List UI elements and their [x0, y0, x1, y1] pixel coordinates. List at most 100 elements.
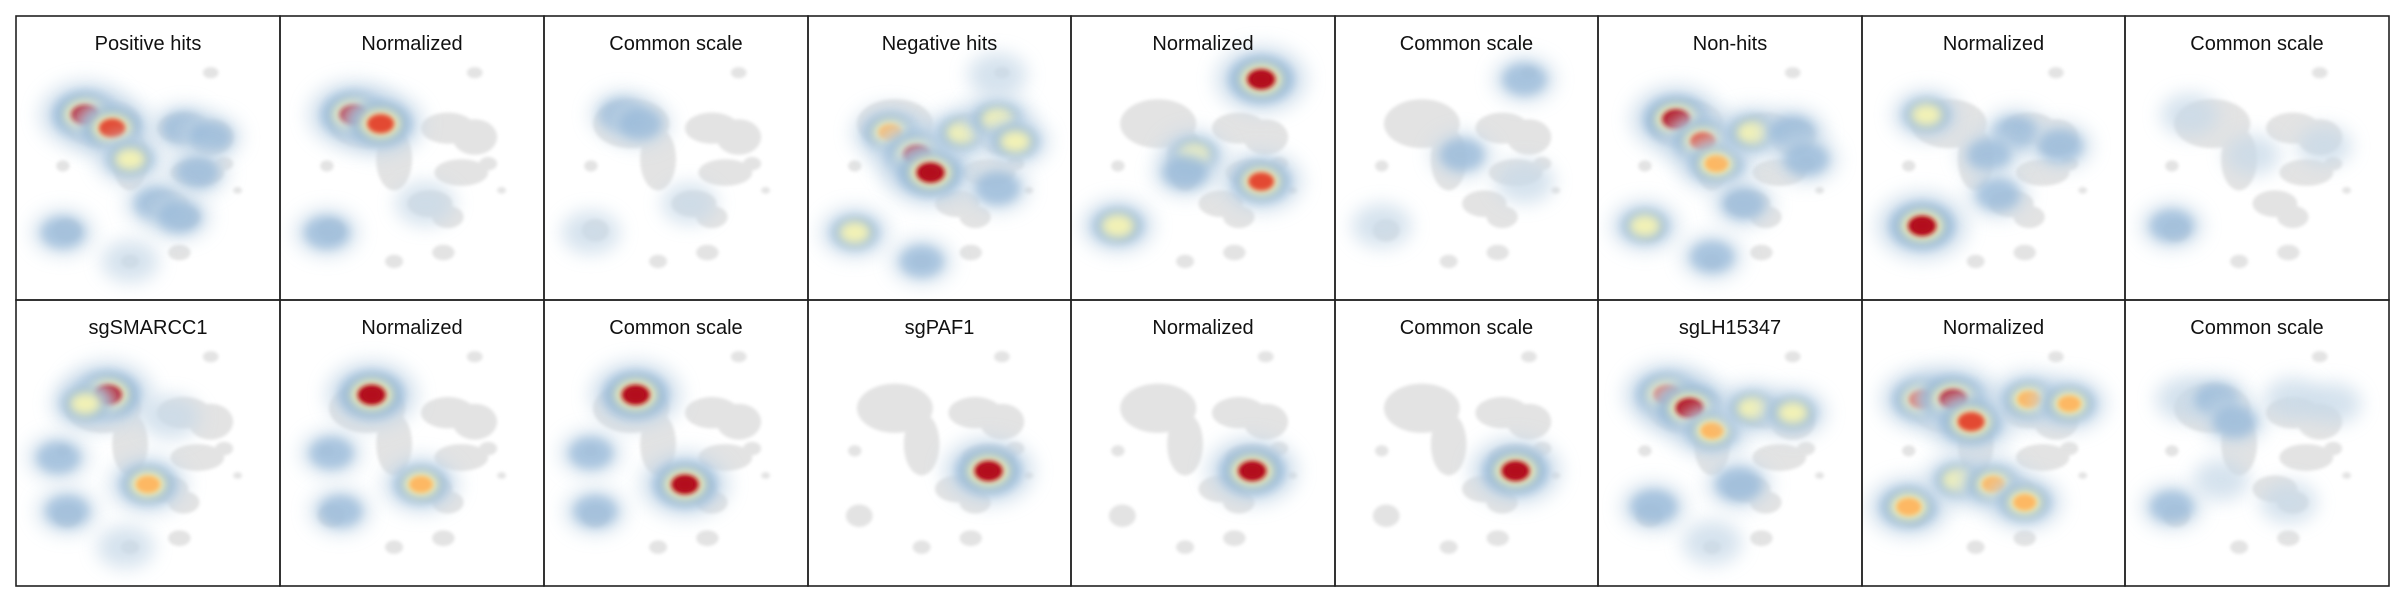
panel-plot-area: [1868, 351, 2107, 554]
embedding-cluster: [2279, 444, 2334, 471]
heatmap-panel: Common scale: [2141, 317, 2362, 554]
density-hotspot: [2028, 122, 2093, 170]
density-hotspot: [2140, 202, 2204, 249]
density-hotspot: [2203, 398, 2266, 445]
heatmap-panel: Common scale: [560, 317, 771, 554]
density-hotspot: [1712, 180, 1775, 227]
panel-title: Normalized: [1943, 33, 2044, 55]
embedding-cluster: [730, 67, 747, 79]
embedding-cluster: [2277, 530, 2300, 546]
embedding-cluster: [1784, 351, 1801, 363]
density-hotspot: [382, 456, 460, 513]
density-hotspot: [1892, 89, 1961, 141]
density-hotspot: [96, 525, 155, 569]
embedding-cluster: [716, 403, 762, 440]
embedding-cluster: [2015, 444, 2070, 471]
density-hotspot: [325, 360, 418, 429]
embedding-cluster: [1257, 351, 1274, 363]
panel-plot-area: [1081, 45, 1308, 269]
panels-layer: Positive hits Normalized Common scale Negat…: [27, 33, 2362, 569]
density-hotspot: [589, 360, 682, 429]
density-hotspot: [32, 209, 94, 256]
density-hotspot: [609, 100, 671, 147]
density-hotspot: [1876, 191, 1969, 260]
embedding-cluster: [1797, 441, 1816, 456]
density-hotspot: [295, 208, 359, 257]
embedding-cluster: [1966, 540, 1985, 554]
heatmap-panel: sgPAF1: [845, 317, 1035, 554]
embedding-cluster: [385, 540, 404, 554]
embedding-cluster: [1551, 186, 1561, 194]
density-hotspot: [820, 207, 889, 258]
panel-border: [2124, 299, 2390, 587]
density-hotspot: [2192, 459, 2250, 501]
embedding-cluster: [202, 67, 219, 79]
density-hotspot: [51, 378, 120, 429]
embedding-cluster: [1223, 530, 1246, 546]
embedding-cluster: [497, 186, 507, 194]
heatmap-panel: Normalized: [300, 317, 507, 554]
density-hotspot: [2141, 484, 2203, 530]
embedding-cluster: [434, 159, 489, 186]
embedding-cluster: [1111, 160, 1125, 172]
density-hotspot: [1352, 203, 1412, 248]
embedding-cluster: [845, 504, 873, 527]
embedding-cluster: [2078, 472, 2088, 479]
density-hotspot: [1758, 387, 1827, 438]
embedding-cluster: [466, 351, 483, 363]
embedding-cluster: [479, 157, 498, 171]
embedding-cluster: [168, 244, 191, 261]
embedding-cluster: [848, 160, 862, 172]
density-hotspot: [2032, 376, 2107, 432]
density-hotspot: [561, 210, 620, 255]
density-hotspot: [108, 455, 188, 514]
panel-title: Common scale: [2190, 33, 2323, 55]
density-hotspot: [640, 451, 730, 518]
embedding-cluster: [2342, 472, 2352, 479]
density-hotspot: [1610, 200, 1679, 252]
panel-plot-area: [1108, 351, 1299, 554]
density-hotspot: [564, 488, 627, 535]
embedding-cluster: [1750, 530, 1773, 546]
heatmap-panel: Common scale: [1372, 317, 1562, 554]
embedding-cluster: [584, 160, 598, 172]
embedding-cluster: [432, 244, 455, 261]
embedding-cluster: [1521, 351, 1537, 363]
embedding-cluster: [696, 530, 719, 546]
density-hotspot: [1219, 150, 1303, 213]
density-hotspot: [661, 183, 717, 225]
panel-plot-area: [560, 351, 771, 554]
heatmap-panel: Normalized: [1081, 33, 1308, 269]
density-hotspot: [1469, 436, 1562, 505]
density-hotspot: [140, 395, 201, 440]
density-hotspot: [1081, 199, 1155, 253]
panel-plot-area: [1372, 351, 1562, 554]
embedding-cluster: [466, 67, 483, 79]
density-hotspot: [336, 91, 425, 157]
embedding-cluster: [848, 445, 862, 457]
panel-plot-area: [2141, 351, 2362, 554]
panel-plot-area: [1876, 67, 2093, 269]
panel-plot-area: [845, 351, 1035, 554]
panel-border: [279, 15, 545, 301]
panel-plot-area: [561, 67, 771, 269]
embedding-cluster: [2230, 540, 2249, 554]
density-hotspot: [1153, 148, 1217, 197]
embedding-cluster: [2013, 205, 2045, 229]
density-hotspot: [967, 52, 1028, 97]
embedding-cluster: [1430, 412, 1467, 476]
panel-plot-area: [1352, 56, 1561, 269]
embedding-cluster: [1108, 504, 1136, 527]
embedding-cluster: [2342, 186, 2352, 194]
embedding-cluster: [1111, 445, 1125, 457]
heatmap-panel: Positive hits: [32, 33, 243, 283]
embedding-cluster: [959, 244, 982, 261]
panel-border: [543, 15, 809, 301]
panel-plot-area: [820, 52, 1050, 285]
density-hotspot: [890, 238, 953, 285]
heatmap-panel: sgSMARCC1: [27, 317, 243, 569]
panel-plot-area: [1610, 67, 1839, 280]
panel-border: [1070, 299, 1336, 587]
embedding-cluster: [1966, 254, 1985, 269]
embedding-cluster: [2060, 441, 2079, 456]
